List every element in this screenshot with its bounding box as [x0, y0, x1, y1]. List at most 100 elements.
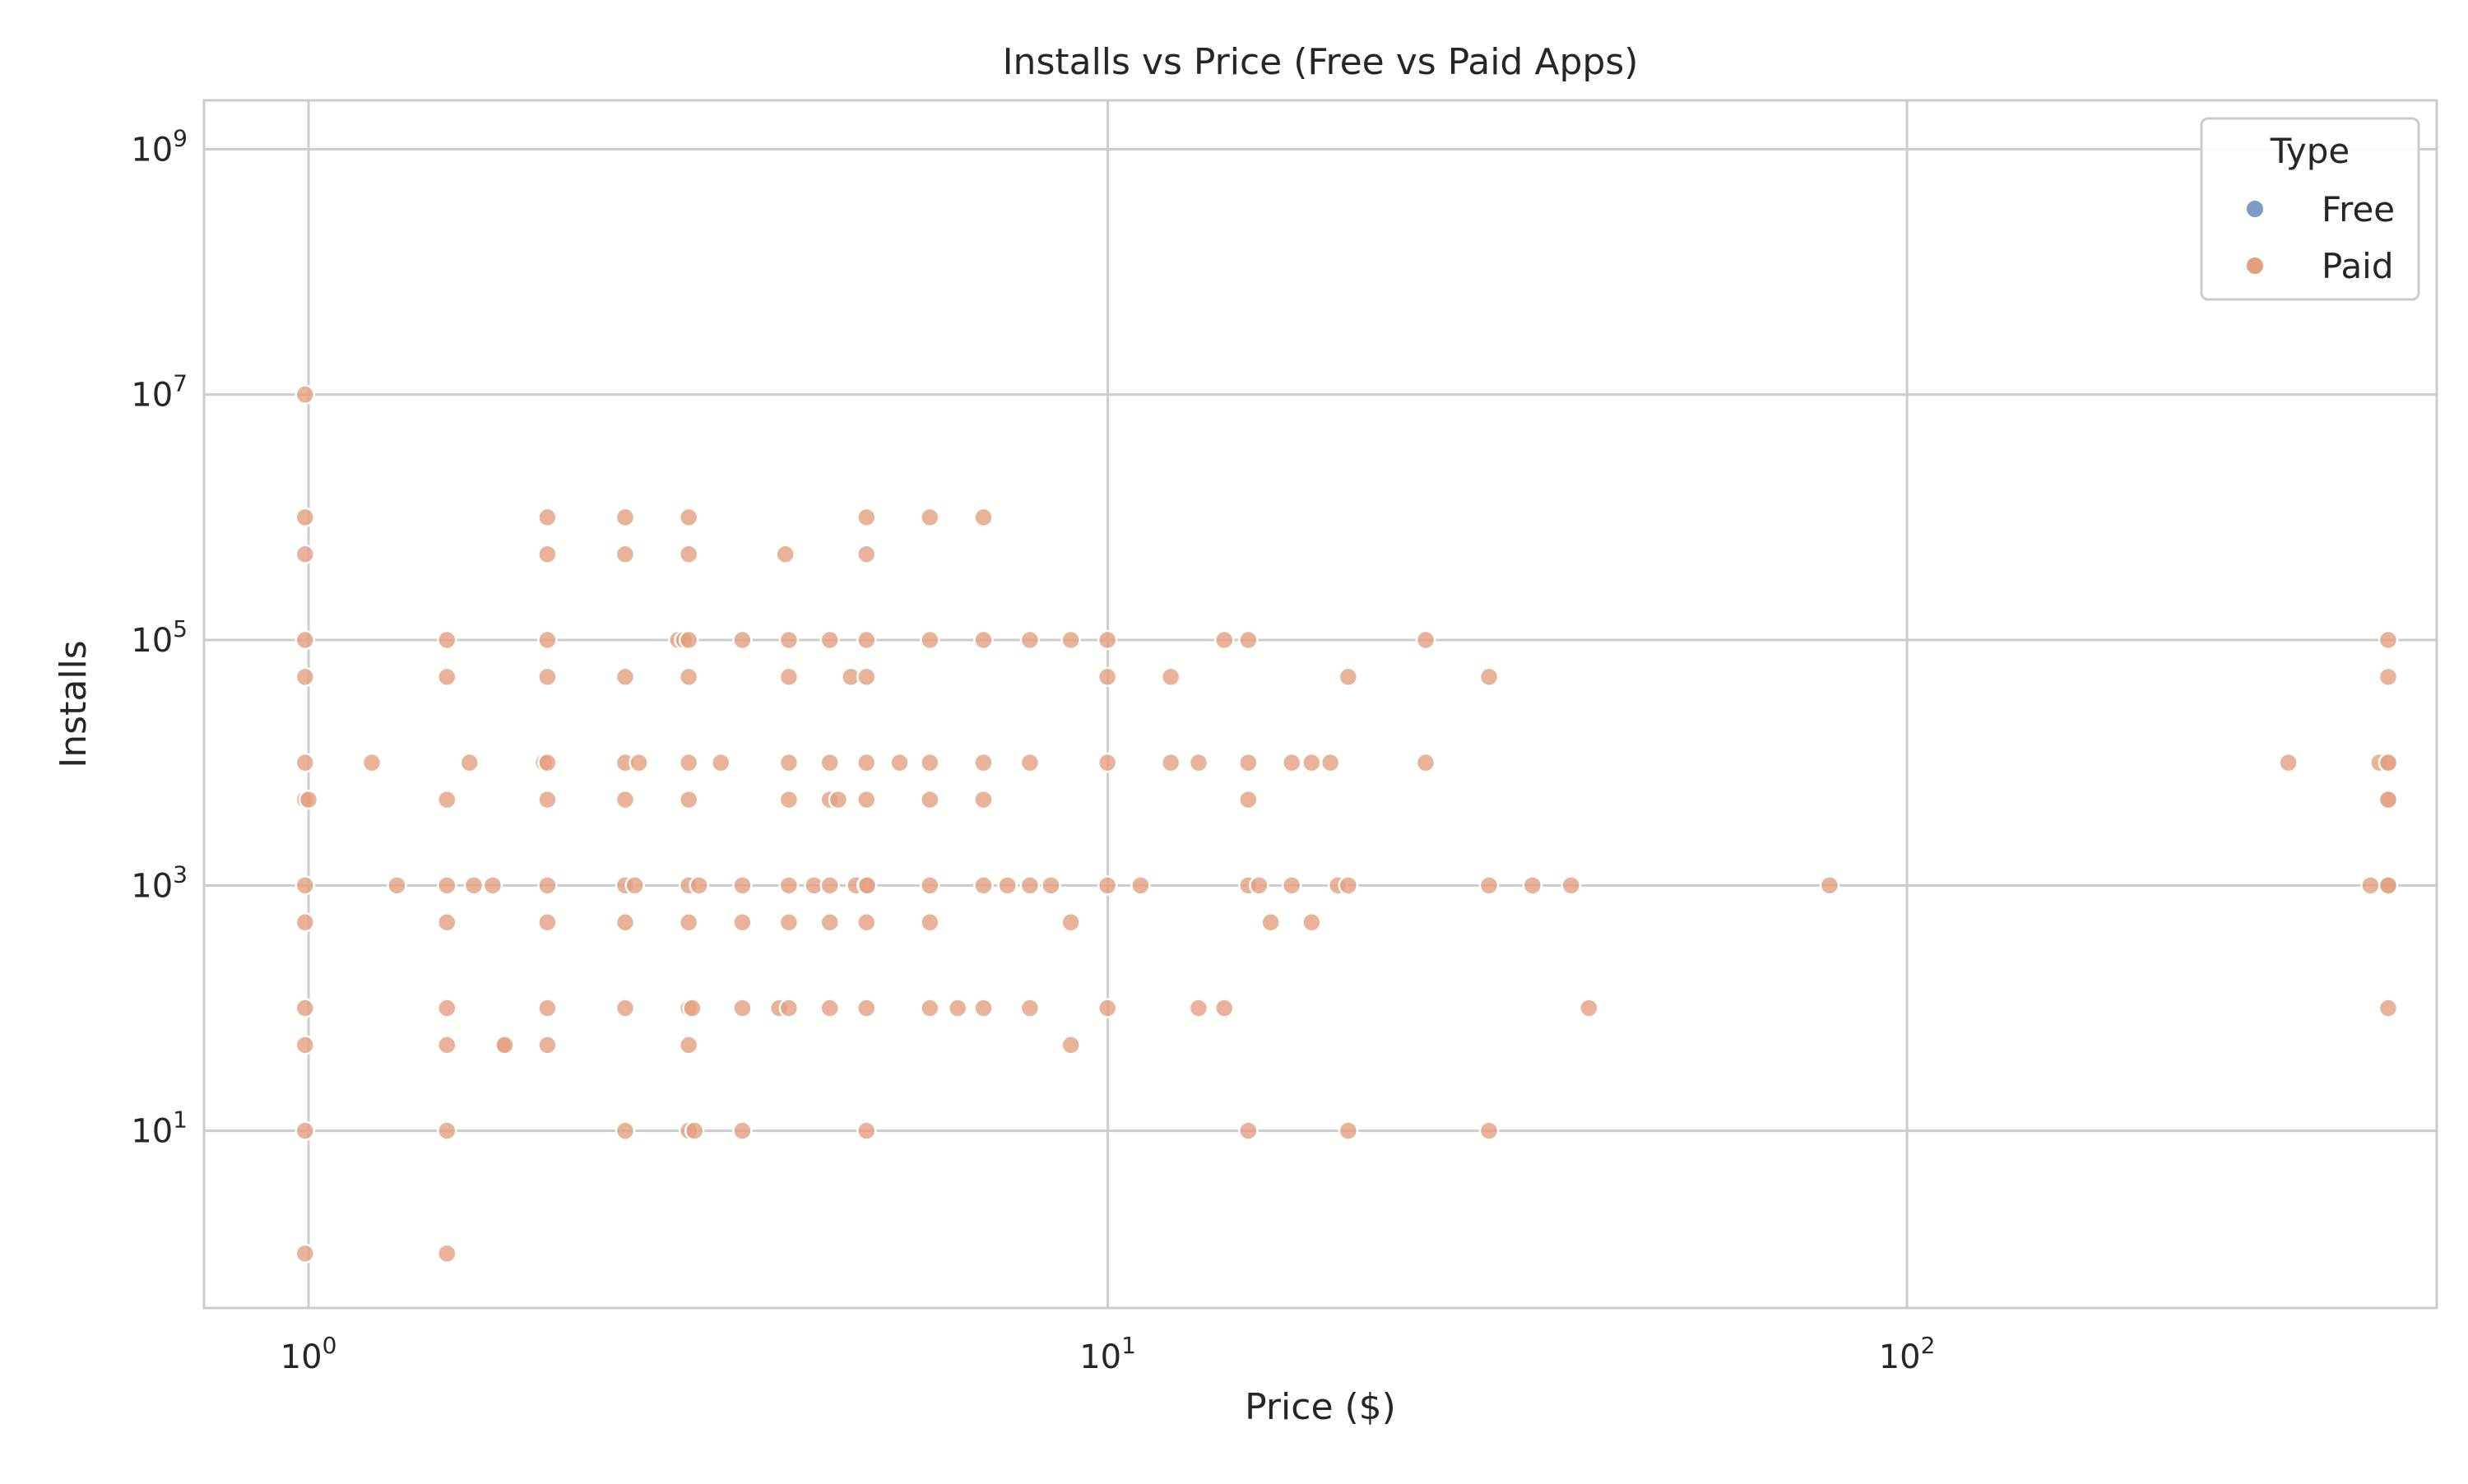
- data-point-paid: [856, 789, 877, 810]
- data-point-paid: [710, 752, 731, 773]
- data-point-paid: [494, 1035, 515, 1055]
- x-tick-label: 101: [1079, 1332, 1136, 1376]
- data-point-paid: [1097, 752, 1118, 773]
- data-point-paid: [1819, 875, 1840, 896]
- y-tick-label: 103: [131, 860, 188, 905]
- data-point-paid: [889, 752, 910, 773]
- legend-box: [2200, 117, 2420, 301]
- y-tick-exponent: 3: [173, 860, 188, 888]
- data-point-paid: [973, 507, 994, 528]
- data-point-paid: [1415, 629, 1436, 651]
- data-point-paid: [1238, 1120, 1259, 1141]
- data-point-paid: [819, 998, 840, 1018]
- data-point-paid: [778, 666, 800, 688]
- data-point-paid: [947, 998, 968, 1018]
- y-tick-base: 10: [131, 131, 173, 169]
- x-tick-base: 10: [1879, 1338, 1921, 1376]
- data-point-paid: [678, 507, 699, 528]
- data-point-paid: [1561, 875, 1581, 896]
- legend: Type Free Paid: [2200, 117, 2420, 301]
- legend-marker-paid: [2245, 256, 2265, 276]
- data-point-paid: [856, 629, 877, 651]
- y-tick-label: 101: [131, 1106, 188, 1151]
- data-point-paid: [615, 998, 636, 1018]
- data-point-paid: [537, 507, 558, 528]
- data-point-paid: [2378, 789, 2399, 810]
- data-point-paid: [437, 666, 457, 688]
- data-point-paid: [624, 875, 645, 896]
- data-point-paid: [778, 911, 800, 933]
- data-point-paid: [819, 629, 840, 651]
- data-point-paid: [732, 875, 753, 896]
- data-point-paid: [819, 875, 840, 896]
- data-point-paid: [298, 789, 319, 810]
- data-point-paid: [1097, 629, 1118, 651]
- data-point-paid: [295, 666, 316, 688]
- data-point-paid: [295, 875, 316, 896]
- data-point-paid: [295, 1120, 316, 1141]
- legend-label-free: Free: [2322, 189, 2395, 230]
- data-point-paid: [537, 998, 558, 1018]
- data-point-paid: [459, 752, 480, 773]
- data-point-paid: [615, 544, 636, 564]
- data-point-paid: [1579, 998, 1599, 1018]
- data-point-paid: [678, 629, 699, 651]
- data-point-paid: [615, 789, 636, 810]
- data-point-paid: [678, 544, 699, 564]
- legend-entries: Free Paid: [2245, 189, 2395, 286]
- data-point-paid: [856, 998, 877, 1018]
- data-point-paid: [537, 1035, 558, 1055]
- data-point-paid: [1238, 789, 1259, 810]
- data-point-paid: [1097, 666, 1118, 688]
- data-point-paid: [856, 507, 877, 528]
- data-point-paid: [678, 911, 699, 933]
- data-point-paid: [920, 875, 940, 896]
- data-point-paid: [1478, 875, 1500, 896]
- data-point-paid: [437, 911, 457, 933]
- data-point-paid: [295, 384, 316, 405]
- data-point-paid: [1041, 875, 1061, 896]
- data-point-paid: [997, 875, 1018, 896]
- data-point-paid: [819, 911, 840, 933]
- data-point-paid: [482, 875, 503, 896]
- data-point-paid: [732, 911, 753, 933]
- data-point-paid: [295, 507, 316, 528]
- y-axis-label: Installs: [53, 640, 95, 768]
- data-point-paid: [2378, 875, 2399, 896]
- data-point-paid: [678, 789, 699, 810]
- data-point-paid: [920, 507, 940, 528]
- data-point-paid: [732, 998, 753, 1018]
- data-point-paid: [732, 1120, 753, 1141]
- data-point-paid: [2378, 752, 2399, 773]
- data-point-paid: [856, 875, 878, 896]
- data-point-paid: [537, 629, 558, 651]
- data-point-paid: [778, 875, 800, 896]
- data-points: [295, 384, 2399, 1264]
- data-point-paid: [1281, 752, 1302, 773]
- data-point-paid: [295, 544, 316, 564]
- data-point-paid: [615, 911, 636, 933]
- data-point-paid: [437, 998, 457, 1018]
- data-point-paid: [973, 789, 994, 810]
- y-tick-base: 10: [131, 1113, 173, 1151]
- data-point-paid: [973, 752, 994, 773]
- y-tick-label: 105: [131, 615, 188, 660]
- data-point-paid: [778, 789, 800, 810]
- data-point-paid: [828, 789, 849, 810]
- data-point-paid: [2378, 998, 2399, 1018]
- data-point-paid: [295, 1243, 316, 1264]
- data-point-paid: [361, 752, 383, 773]
- data-point-paid: [1249, 875, 1269, 896]
- data-point-paid: [1060, 911, 1081, 933]
- data-point-paid: [1478, 1120, 1500, 1141]
- y-tick-exponent: 5: [173, 615, 188, 642]
- data-point-paid: [1415, 752, 1436, 773]
- data-point-paid: [778, 998, 800, 1018]
- data-point-paid: [615, 507, 636, 528]
- data-point-paid: [1060, 1035, 1081, 1055]
- data-point-paid: [778, 752, 800, 773]
- data-point-paid: [1301, 911, 1322, 933]
- x-tick-exponent: 0: [322, 1332, 337, 1359]
- data-point-paid: [819, 752, 840, 773]
